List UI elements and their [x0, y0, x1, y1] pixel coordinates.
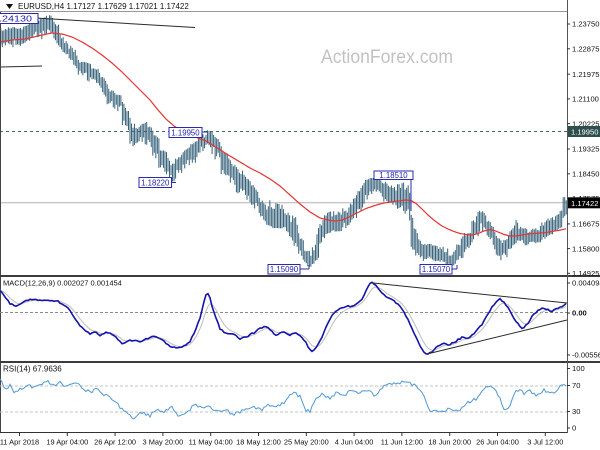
svg-text:1.21100: 1.21100	[572, 95, 599, 104]
svg-text:11 Jun 12:00: 11 Jun 12:00	[381, 438, 423, 447]
svg-text:3 May 20:00: 3 May 20:00	[143, 438, 184, 447]
svg-text:1.15070: 1.15070	[422, 265, 451, 274]
svg-text:1.24130: 1.24130	[0, 15, 33, 24]
svg-text:26 Apr 12:00: 26 Apr 12:00	[94, 438, 136, 447]
svg-text:4 Jun 04:00: 4 Jun 04:00	[335, 438, 374, 447]
svg-text:RSI(14) 67.9636: RSI(14) 67.9636	[3, 365, 62, 374]
svg-text:70: 70	[572, 381, 580, 390]
svg-text:1.15800: 1.15800	[572, 244, 599, 253]
svg-text:0.004094: 0.004094	[572, 279, 600, 288]
svg-text:1.22875: 1.22875	[572, 45, 599, 54]
svg-text:1.15090: 1.15090	[270, 265, 299, 274]
svg-text:1.16675: 1.16675	[572, 220, 599, 229]
svg-text:EURUSD,H4 1.17127 1.17629 1.1: EURUSD,H4 1.17127 1.17629 1.17021 1.1742…	[18, 2, 189, 11]
svg-text:1.19325: 1.19325	[572, 145, 599, 154]
svg-text:25 May 20:00: 25 May 20:00	[284, 438, 329, 447]
svg-text:1.18450: 1.18450	[572, 170, 599, 179]
svg-text:1.18220: 1.18220	[141, 178, 170, 187]
svg-text:-0.005568: -0.005568	[572, 351, 600, 360]
svg-text:0: 0	[572, 424, 576, 433]
svg-text:100: 100	[572, 364, 585, 373]
svg-text:11 Apr 2018: 11 Apr 2018	[0, 438, 39, 447]
svg-text:MACD(12,26,9) 0.002027 0.00145: MACD(12,26,9) 0.002027 0.001454	[3, 279, 122, 288]
svg-text:1.19950: 1.19950	[171, 128, 200, 137]
svg-text:18 Jun 20:00: 18 Jun 20:00	[428, 438, 471, 447]
svg-text:1.23750: 1.23750	[572, 20, 599, 29]
svg-text:11 May 04:00: 11 May 04:00	[189, 438, 233, 447]
svg-text:3 Jul 12:00: 3 Jul 12:00	[527, 438, 563, 447]
svg-text:1.19950: 1.19950	[571, 128, 598, 137]
svg-text:1.21975: 1.21975	[572, 70, 599, 79]
svg-text:19 Apr 04:00: 19 Apr 04:00	[46, 438, 88, 447]
svg-text:18 May 12:00: 18 May 12:00	[236, 438, 281, 447]
svg-text:30: 30	[572, 407, 580, 416]
svg-text:1.17422: 1.17422	[571, 199, 598, 208]
svg-text:1.18510: 1.18510	[379, 171, 408, 180]
svg-text:0.00: 0.00	[572, 309, 587, 318]
svg-text:26 Jun 04:00: 26 Jun 04:00	[476, 438, 519, 447]
svg-text:ActionForex.com: ActionForex.com	[321, 46, 453, 68]
svg-text:1.20225: 1.20225	[572, 119, 599, 128]
svg-text:1.14925: 1.14925	[572, 269, 599, 278]
